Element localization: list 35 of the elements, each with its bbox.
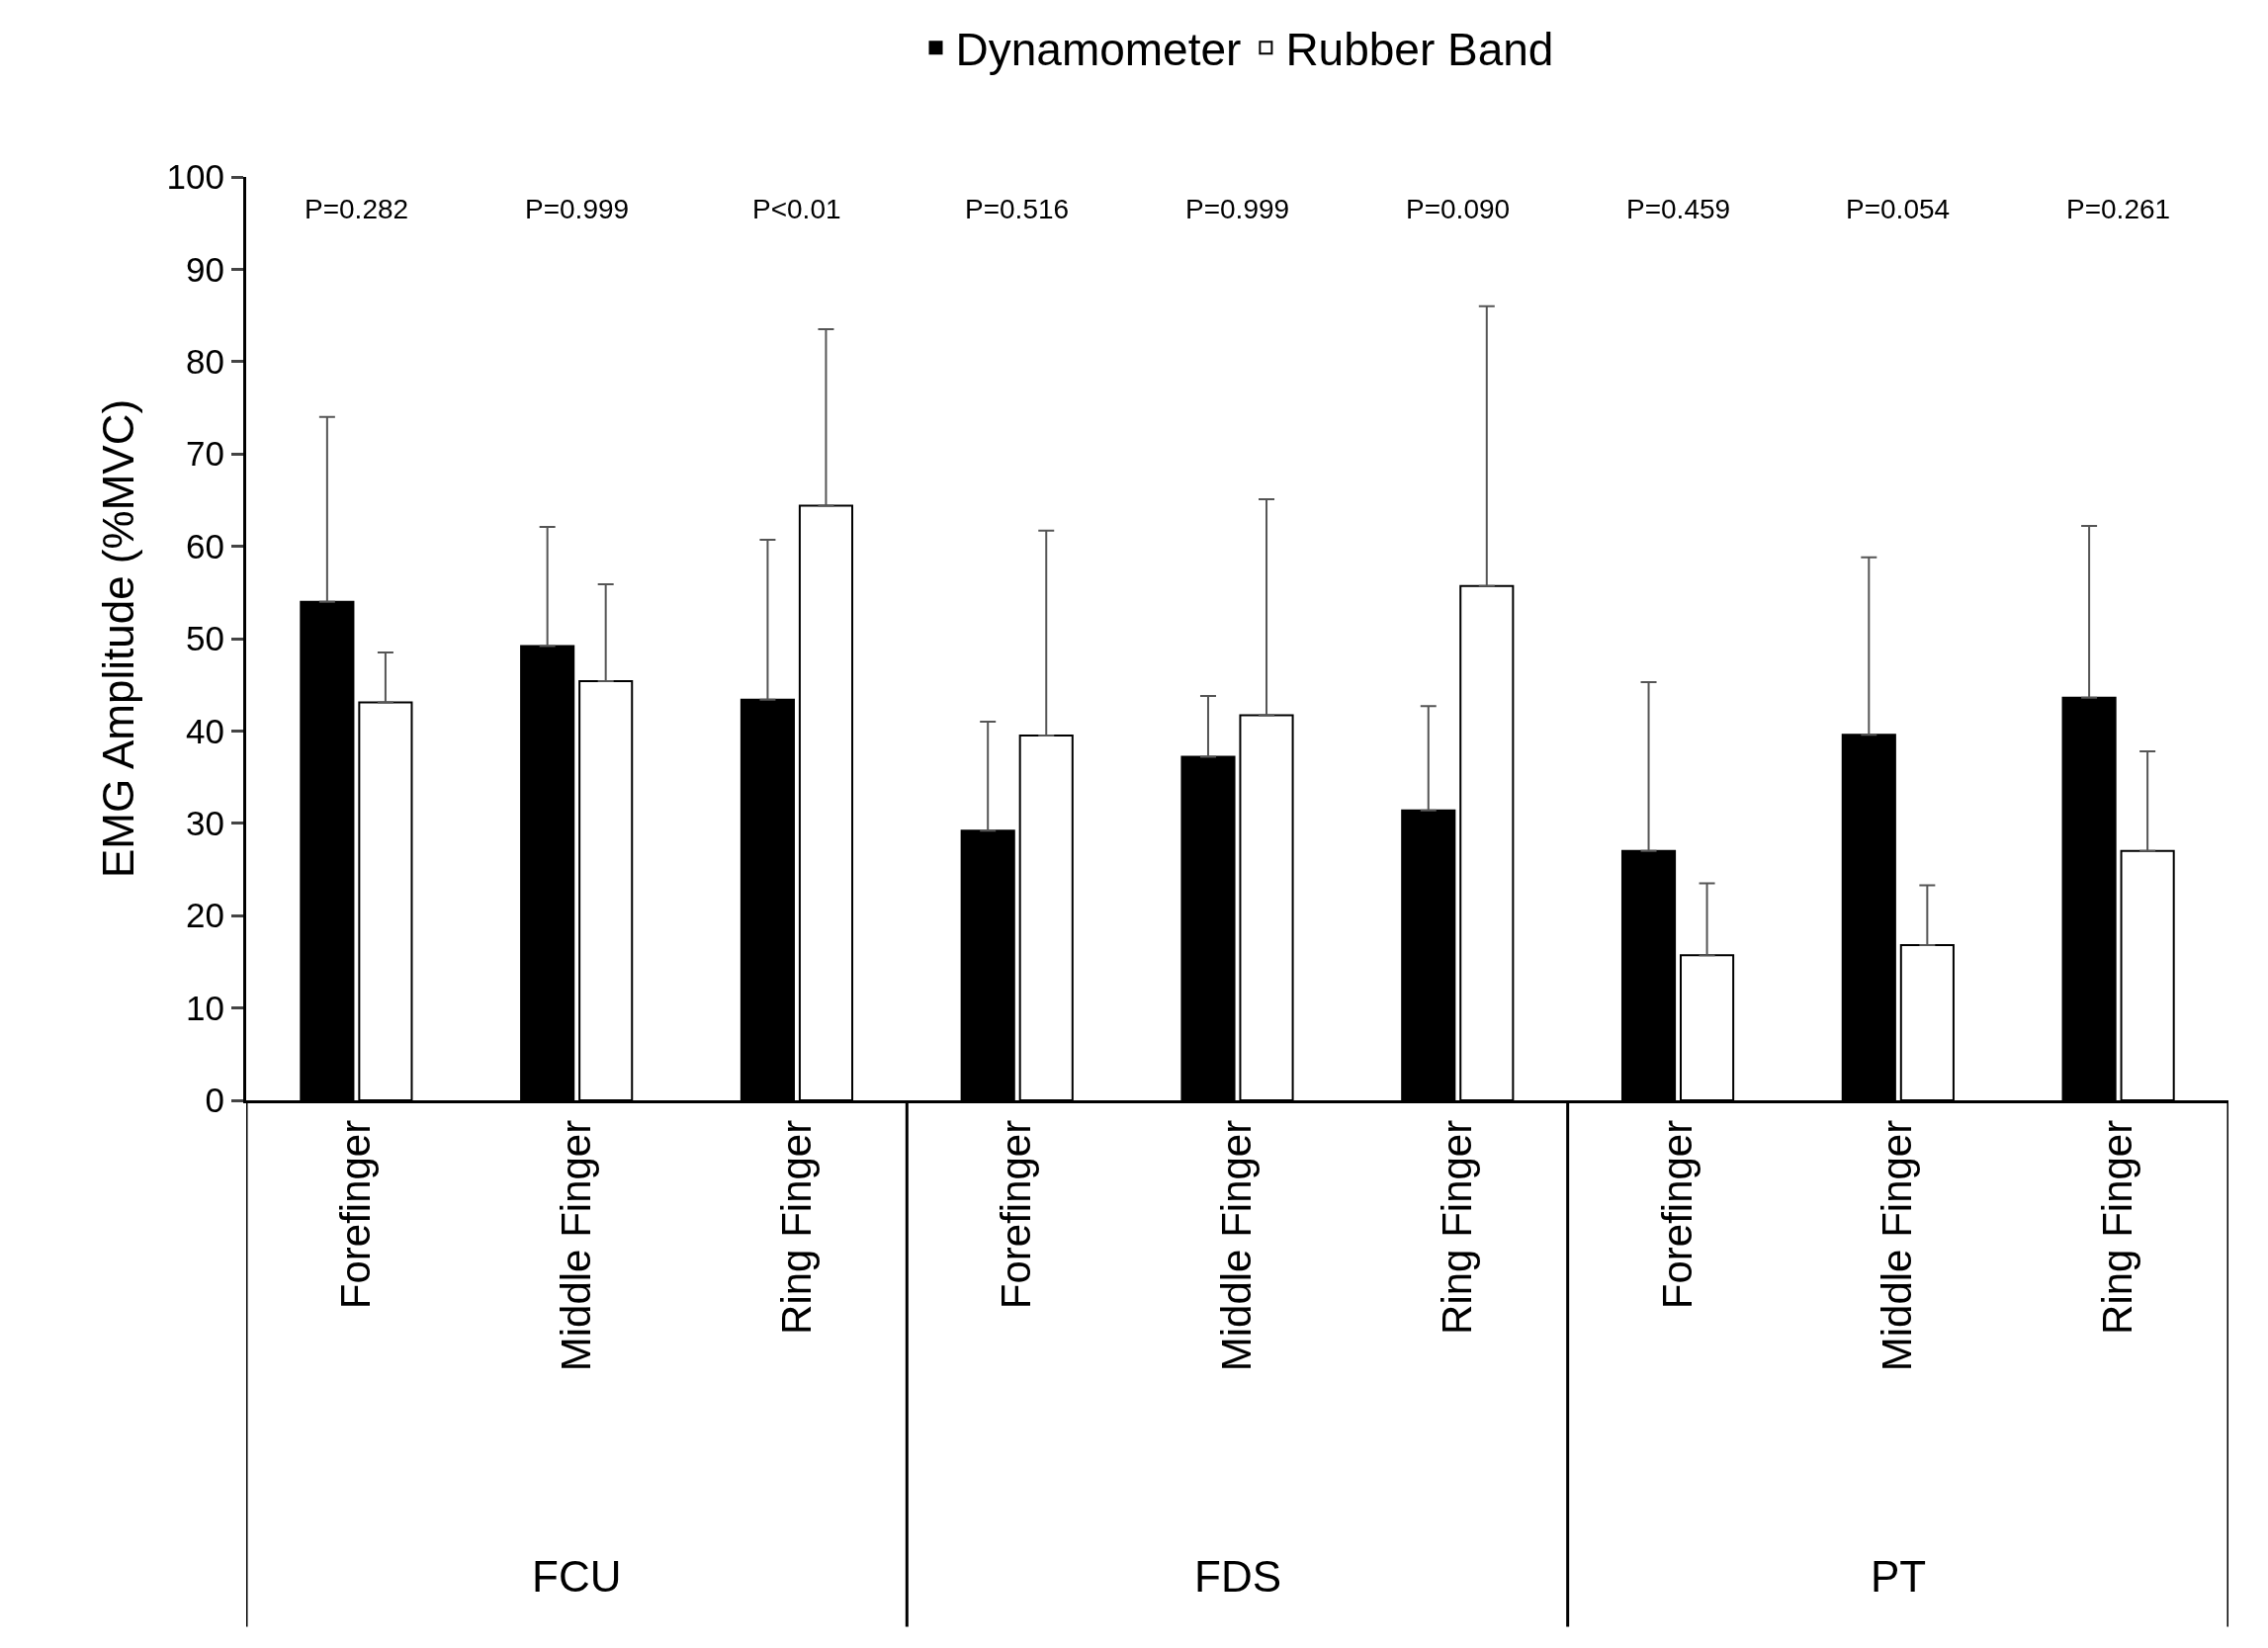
- annotation: P<0.01: [752, 194, 841, 224]
- legend-label: Dynamometer: [955, 24, 1242, 76]
- y-tick-label: 20: [186, 896, 224, 935]
- legend-label: Rubber Band: [1285, 24, 1554, 76]
- y-tick-label: 50: [186, 619, 224, 658]
- x-tick-label: Ring Finger: [2094, 1119, 2141, 1335]
- text: FDS: [1194, 1552, 1281, 1601]
- y-axis-title: EMG Amplitude (%MVC): [93, 398, 142, 879]
- annotation: P=0.459: [1626, 194, 1731, 224]
- annotation: P=0.054: [1846, 194, 1951, 224]
- annotation: P=0.090: [1406, 194, 1511, 224]
- x-tick-label: Forefinger: [332, 1119, 380, 1310]
- y-tick-label: 0: [205, 1081, 224, 1120]
- y-tick-label: 80: [186, 342, 224, 382]
- y-tick-label: 30: [186, 804, 224, 843]
- x-tick-label: Middle Finger: [1874, 1119, 1921, 1372]
- x-tick-label: Middle Finger: [1213, 1119, 1261, 1372]
- x-tick-label: Ring Finger: [1433, 1119, 1480, 1335]
- text: FCU: [532, 1552, 622, 1601]
- annotation: P=0.261: [2066, 194, 2171, 224]
- x-tick-label: Ring Finger: [772, 1119, 820, 1335]
- annotation: P=0.282: [305, 194, 409, 224]
- y-tick-label: 90: [186, 249, 224, 289]
- annotation: P=0.516: [965, 194, 1070, 224]
- annotation: P=0.999: [1185, 194, 1290, 224]
- y-tick-label: 40: [186, 711, 224, 750]
- x-tick-label: Middle Finger: [552, 1119, 599, 1372]
- y-tick-label: 10: [186, 988, 224, 1027]
- y-tick-label: 70: [186, 434, 224, 474]
- y-tick-label: 100: [166, 157, 224, 197]
- x-tick-label: Forefinger: [1653, 1119, 1701, 1310]
- text: PT: [1871, 1552, 1927, 1601]
- y-tick-label: 60: [186, 526, 224, 565]
- annotation: P=0.999: [525, 194, 630, 224]
- x-tick-label: Forefinger: [993, 1119, 1040, 1310]
